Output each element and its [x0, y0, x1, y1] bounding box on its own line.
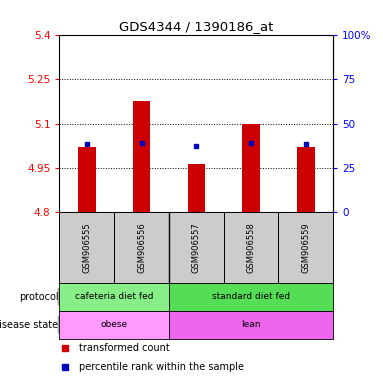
Text: protocol: protocol	[19, 292, 58, 302]
Text: GSM906559: GSM906559	[301, 222, 310, 273]
Text: disease state: disease state	[0, 320, 58, 330]
Bar	[133, 101, 150, 212]
Text: GSM906555: GSM906555	[82, 222, 91, 273]
Text: lean: lean	[241, 320, 261, 329]
Bar	[169, 212, 224, 283]
Text: GSM906557: GSM906557	[192, 222, 201, 273]
Bar	[224, 212, 278, 283]
Bar	[242, 124, 260, 212]
Bar	[297, 147, 314, 212]
Text: GSM906558: GSM906558	[247, 222, 255, 273]
Text: obese: obese	[101, 320, 128, 329]
Title: GDS4344 / 1390186_at: GDS4344 / 1390186_at	[119, 20, 273, 33]
Text: standard diet fed: standard diet fed	[212, 292, 290, 301]
Bar	[188, 164, 205, 212]
Text: transformed count: transformed count	[79, 343, 169, 353]
Text: cafeteria diet fed: cafeteria diet fed	[75, 292, 153, 301]
Text: GSM906556: GSM906556	[137, 222, 146, 273]
Polygon shape	[58, 316, 66, 333]
Bar	[59, 212, 114, 283]
Text: percentile rank within the sample: percentile rank within the sample	[79, 362, 244, 372]
Bar	[169, 311, 333, 339]
Bar	[114, 212, 169, 283]
Bar	[59, 283, 169, 311]
Bar	[278, 212, 333, 283]
Bar	[78, 147, 95, 212]
Bar	[59, 311, 169, 339]
Polygon shape	[58, 288, 66, 305]
Bar	[169, 283, 333, 311]
